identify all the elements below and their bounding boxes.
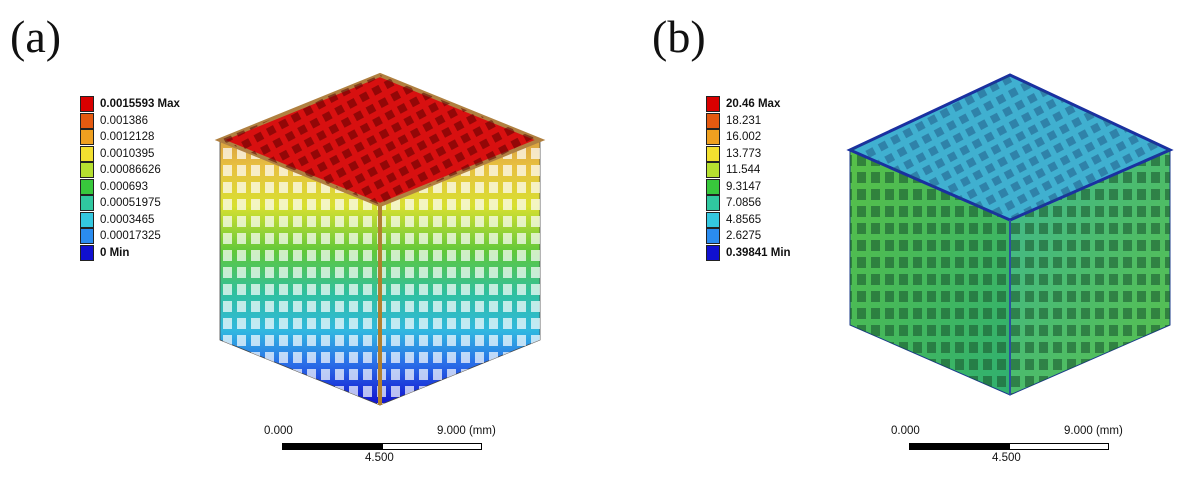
legend-a-label: 0.001386 xyxy=(100,114,148,127)
legend-b-swatch xyxy=(706,112,720,129)
legend-a-label: 0 Min xyxy=(100,246,130,259)
legend-a-swatch xyxy=(80,145,94,162)
legend-b-label: 13.773 xyxy=(726,147,762,160)
legend-a-swatch xyxy=(80,211,94,228)
cube-a-displacement-plot xyxy=(214,72,546,406)
scalebar-b-mid-label: 4.500 xyxy=(992,452,1021,464)
legend-a-swatch xyxy=(80,244,94,261)
legend-b-swatch xyxy=(706,228,720,244)
scalebar-a-mid-label: 4.500 xyxy=(365,452,394,464)
legend-b-swatch xyxy=(706,129,720,145)
legend-b-swatch xyxy=(706,96,720,112)
scalebar-b: 0.000 9.000 (mm) 4.500 xyxy=(887,425,1127,470)
panel-a-letter: (a) xyxy=(10,11,62,62)
legend-b-swatch xyxy=(706,195,720,211)
legend-b-swatch xyxy=(706,145,720,162)
legend-b-label: 0.39841 Min xyxy=(726,246,791,259)
legend-a-swatch xyxy=(80,129,94,145)
legend-a-label: 0.0010395 xyxy=(100,147,155,160)
legend-a-swatch xyxy=(80,178,94,195)
legend-b-swatch xyxy=(706,178,720,195)
panel-b-letter: (b) xyxy=(652,11,706,62)
legend-a-label: 0.0012128 xyxy=(100,131,155,143)
legend-b-label: 16.002 xyxy=(726,131,762,143)
legend-a-label: 0.0015593 Max xyxy=(100,98,180,110)
legend-b-label: 2.6275 xyxy=(726,230,762,242)
legend-b-swatch xyxy=(706,211,720,228)
scalebar-b-left-label: 0.000 xyxy=(891,425,920,437)
legend-a: 0.0015593 Max 0.001386 0.0012128 0.0010395 0… xyxy=(80,96,230,266)
legend-a-swatch xyxy=(80,195,94,211)
legend-b-swatch xyxy=(706,162,720,178)
legend-a-label: 0.00017325 xyxy=(100,230,161,242)
legend-a-label: 0.00051975 xyxy=(100,197,161,209)
legend-a-swatch xyxy=(80,162,94,178)
legend-b-label: 20.46 Max xyxy=(726,98,781,110)
legend-b-label: 9.3147 xyxy=(726,180,762,193)
scalebar-a-left-label: 0.000 xyxy=(264,425,293,437)
legend-b-label: 4.8565 xyxy=(726,213,762,226)
legend-a-swatch xyxy=(80,96,94,112)
cube-b-stress-plot xyxy=(846,73,1174,396)
scalebar-a-black-segment xyxy=(282,443,382,450)
legend-b: 20.46 Max 18.231 16.002 13.773 11.544 9.3147 7… xyxy=(706,96,856,266)
legend-b-swatch xyxy=(706,244,720,261)
legend-b-label: 7.0856 xyxy=(726,197,762,209)
legend-a-swatch xyxy=(80,228,94,244)
scalebar-a-white-segment xyxy=(382,443,482,450)
legend-a-swatch xyxy=(80,112,94,129)
legend-a-label: 0.000693 xyxy=(100,180,148,193)
scalebar-a-right-label: 9.000 (mm) xyxy=(437,425,496,437)
scalebar-b-white-segment xyxy=(1009,443,1109,450)
legend-b-label: 18.231 xyxy=(726,114,762,127)
scalebar-b-right-label: 9.000 (mm) xyxy=(1064,425,1123,437)
scalebar-a: 0.000 9.000 (mm) 4.500 xyxy=(260,425,500,470)
scalebar-b-black-segment xyxy=(909,443,1009,450)
legend-a-label: 0.00086626 xyxy=(100,164,161,176)
legend-a-label: 0.0003465 xyxy=(100,213,155,226)
legend-b-label: 11.544 xyxy=(726,164,761,176)
